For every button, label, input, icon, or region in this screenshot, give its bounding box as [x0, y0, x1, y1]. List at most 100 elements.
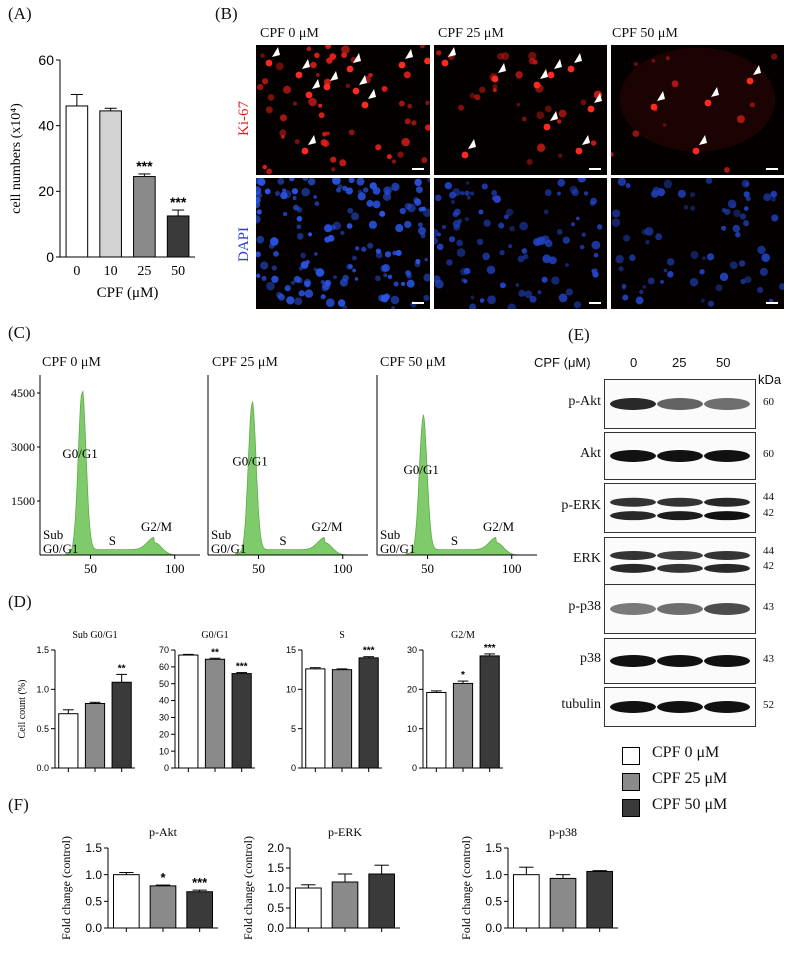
- cell-nucleus: [314, 52, 320, 59]
- panel-a-xlabel: CPF (μM): [97, 285, 159, 301]
- micrograph-3: [256, 178, 430, 309]
- lane-label-25: 25: [672, 355, 687, 370]
- hist-0-label-sub: Sub: [43, 527, 63, 542]
- cell-nucleus: [522, 253, 529, 260]
- panel-d-3-ytick-label-0: 0: [412, 763, 417, 773]
- cell-nucleus: [466, 195, 471, 200]
- arrowhead-icon: [498, 63, 506, 73]
- cell-nucleus: [689, 192, 696, 198]
- panel-f-1-ytick-label-2: 1.0: [267, 881, 284, 895]
- cell-nucleus: [325, 298, 335, 308]
- panel-d-0-bar-0: [58, 713, 79, 769]
- cell-nucleus: [501, 52, 510, 61]
- cell-nucleus: [533, 238, 542, 247]
- cell-nucleus: [274, 190, 281, 196]
- panel-f-0-bar-1: [149, 885, 177, 929]
- dapi-image-25: [434, 178, 607, 309]
- positive-cell: [265, 59, 273, 67]
- cell-nucleus: [271, 275, 279, 284]
- cell-nucleus: [315, 268, 325, 277]
- cell-nucleus: [707, 300, 715, 307]
- cell-nucleus: [452, 211, 459, 218]
- panel-d-3-bar-0: [426, 691, 447, 769]
- blot-bands-p-ERK: [610, 497, 750, 521]
- blot-membrane-ERK: [604, 537, 756, 585]
- cell-nucleus: [261, 275, 267, 281]
- cell-nucleus: [393, 281, 399, 287]
- blot-bands-ERK: [610, 550, 750, 573]
- cell-nucleus: [423, 273, 430, 282]
- band: [704, 497, 750, 507]
- cell-nucleus: [352, 268, 356, 273]
- panel-d-1-ytick-label-7: 70: [159, 645, 169, 655]
- panel-f-0-ytick-label-1: 0.5: [85, 895, 102, 909]
- cell-nucleus: [470, 191, 475, 196]
- cell-nucleus: [457, 218, 463, 224]
- cell-nucleus: [483, 219, 491, 227]
- cell-nucleus: [529, 295, 537, 303]
- hist-1-xtick-label-0: 50: [252, 561, 265, 576]
- cell-nucleus: [497, 52, 504, 60]
- arrowhead-icon: [657, 91, 665, 101]
- cell-nucleus: [271, 265, 277, 271]
- blot-membrane-p-Akt: [604, 379, 756, 429]
- cell-nucleus: [345, 83, 351, 89]
- arrowhead-icon: [550, 111, 558, 121]
- cell-nucleus: [331, 167, 336, 172]
- hist-0-label-sub-g0g1: G0/G1: [43, 541, 78, 556]
- band: [704, 550, 750, 560]
- cell-nucleus: [315, 72, 320, 77]
- positive-cell: [547, 71, 555, 79]
- cell-nucleus: [521, 248, 528, 254]
- cell-nucleus: [499, 249, 505, 256]
- arrowhead-icon: [540, 69, 548, 79]
- band: [610, 655, 656, 667]
- cell-nucleus: [655, 233, 663, 241]
- cell-nucleus: [593, 252, 599, 258]
- kda-p-ERK-1: 42: [763, 506, 774, 519]
- hist-1-xtick-label-1: 100: [333, 561, 353, 576]
- panel-d-1-ytick-label-6: 60: [159, 662, 169, 672]
- scale-bar: [766, 168, 778, 170]
- panel-d-1-ytick-label-5: 50: [159, 679, 169, 689]
- lane-label-0: 0: [630, 355, 638, 370]
- cell-nucleus: [699, 269, 705, 275]
- cell-nucleus: [269, 237, 279, 246]
- cell-nucleus: [423, 294, 430, 301]
- positive-cell: [301, 147, 309, 155]
- panel-d-2-ytick-label-3: 15: [286, 645, 296, 655]
- cell-nucleus: [446, 259, 453, 266]
- panel-a-xtick-label-3: 50: [171, 264, 185, 279]
- cell-nucleus: [481, 183, 488, 190]
- cell-nucleus: [296, 224, 302, 230]
- cell-nucleus: [256, 83, 264, 91]
- cell-nucleus: [508, 244, 513, 249]
- hist-ytick-label-0: 1500: [11, 494, 35, 508]
- blot-label-tubulin: tubulin: [561, 697, 601, 712]
- cell-nucleus: [380, 264, 388, 273]
- cell-nucleus: [427, 178, 430, 183]
- cell-nucleus: [300, 252, 306, 259]
- panel-d-0-bar-1: [84, 702, 106, 769]
- hist-2-label-g2m: G2/M: [483, 519, 515, 534]
- legend-label-0: CPF 0 μM: [652, 744, 720, 761]
- cell-nucleus: [306, 46, 312, 52]
- cell-nucleus: [492, 88, 497, 93]
- cell-nucleus: [739, 213, 747, 220]
- cell-nucleus: [479, 86, 486, 94]
- band: [610, 450, 656, 462]
- cell-nucleus: [491, 190, 498, 196]
- cell-nucleus: [470, 295, 475, 300]
- panel-d-0-title: Sub G0/G1: [72, 630, 117, 641]
- cell-nucleus: [368, 220, 378, 229]
- hist-0-label-g2m: G2/M: [141, 519, 173, 534]
- arrowhead-icon: [359, 75, 367, 85]
- band: [704, 511, 750, 521]
- cell-nucleus: [611, 218, 621, 227]
- cell-nucleus: [729, 261, 738, 270]
- panel-d-3-ytick-label-1: 10: [407, 724, 417, 734]
- blot-header: CPF (μM): [534, 355, 591, 370]
- kda-ERK-0: 44: [763, 544, 774, 557]
- cell-nucleus: [570, 222, 575, 227]
